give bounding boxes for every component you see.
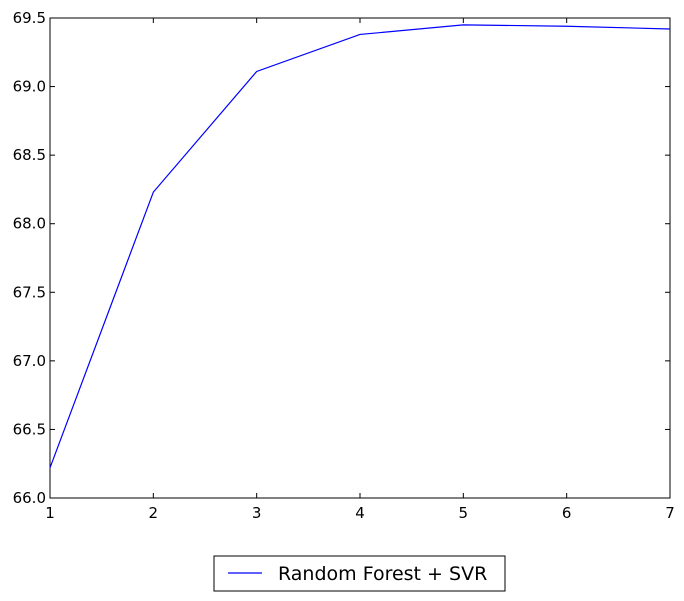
axis-ticks: 1 2 3 4 5 6 7 66.0 66.5 67.0 67.5 68.0 68.5 69.0 69.5 xyxy=(13,9,675,522)
x-tick-label: 7 xyxy=(665,504,675,522)
legend-frame xyxy=(213,555,506,592)
y-tick-label: 67.0 xyxy=(13,352,46,370)
y-tick-label: 69.5 xyxy=(13,9,46,27)
x-tick-label: 4 xyxy=(355,504,365,522)
y-tick-label: 69.0 xyxy=(13,78,46,96)
x-tick-label: 1 xyxy=(45,504,55,522)
y-tick-label: 68.0 xyxy=(13,215,46,233)
y-tick-label: 66.5 xyxy=(13,420,46,438)
plot-frame xyxy=(49,17,671,499)
plot-area xyxy=(49,17,671,499)
x-tick-label: 5 xyxy=(459,504,469,522)
y-tick-label: 68.5 xyxy=(13,146,46,164)
y-tick-label: 66.0 xyxy=(13,489,46,507)
legend-label: Random Forest + SVR xyxy=(278,563,487,585)
x-tick-label: 2 xyxy=(149,504,159,522)
legend: Random Forest + SVR xyxy=(213,555,506,592)
x-tick-label: 6 xyxy=(562,504,572,522)
series-lines xyxy=(49,24,671,469)
x-tick-label: 3 xyxy=(252,504,262,522)
y-tick-label: 67.5 xyxy=(13,283,46,301)
